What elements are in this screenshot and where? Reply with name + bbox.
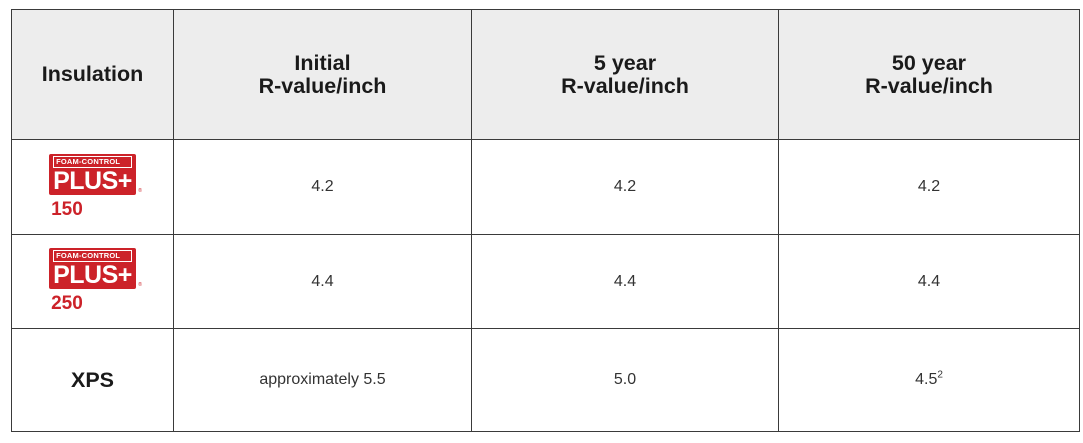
- table-header-row: Insulation Initial R-value/inch 5 year R-v…: [11, 9, 1080, 140]
- product-cell-foam-control-plus-250: FOAM-CONTROL PLUS+ ® 250: [11, 234, 174, 329]
- brand-badge: FOAM-CONTROL PLUS+ ®: [49, 248, 142, 289]
- table-row: XPS approximately 5.5 5.0 4.52: [11, 328, 1080, 432]
- product-cell-xps: XPS: [11, 328, 174, 432]
- header-initial-r-value: Initial R-value/inch: [173, 9, 472, 140]
- initial-value-cell: 4.4: [173, 234, 472, 329]
- initial-value-cell: 4.2: [173, 139, 472, 235]
- fifty-year-value-cell: 4.2: [778, 139, 1080, 235]
- footnote-marker: 2: [937, 369, 943, 381]
- header-50-year-r-value: 50 year R-value/inch: [778, 9, 1080, 140]
- header-insulation: Insulation: [11, 9, 174, 140]
- fifty-year-value-cell: 4.52: [778, 328, 1080, 432]
- product-number: 150: [51, 198, 83, 220]
- table-row: FOAM-CONTROL PLUS+ ® 150 4.2 4.2 4.2: [11, 139, 1080, 235]
- five-year-value-cell: 4.4: [471, 234, 779, 329]
- foam-control-plus-logo: FOAM-CONTROL PLUS+ ® 250: [49, 248, 142, 315]
- initial-value-cell: approximately 5.5: [173, 328, 472, 432]
- header-5-year-r-value: 5 year R-value/inch: [471, 9, 779, 140]
- brand-badge: FOAM-CONTROL PLUS+ ®: [49, 153, 142, 195]
- r-value-comparison-table: Insulation Initial R-value/inch 5 year R-v…: [11, 9, 1080, 432]
- table-row: FOAM-CONTROL PLUS+ ® 250 4.4 4.4 4.4: [11, 234, 1080, 329]
- five-year-value-cell: 5.0: [471, 328, 779, 432]
- fifty-year-value-cell: 4.4: [778, 234, 1080, 329]
- foam-control-plus-logo: FOAM-CONTROL PLUS+ ® 150: [49, 153, 142, 221]
- product-number: 250: [51, 293, 83, 314]
- product-cell-foam-control-plus-150: FOAM-CONTROL PLUS+ ® 150: [11, 139, 174, 235]
- five-year-value-cell: 4.2: [471, 139, 779, 235]
